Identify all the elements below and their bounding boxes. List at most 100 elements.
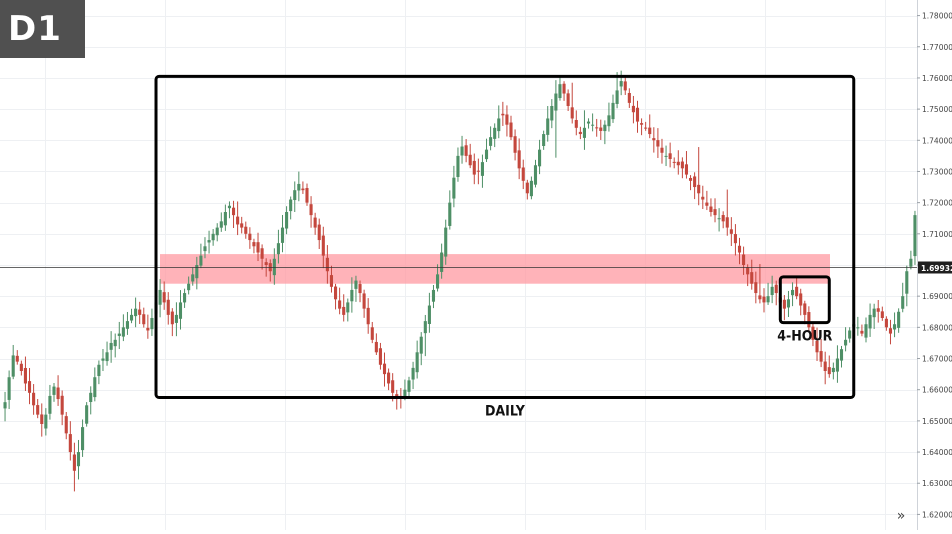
candle-body [721, 215, 725, 222]
candle-body [819, 351, 823, 362]
candle-body [521, 167, 525, 181]
candle-body [240, 223, 244, 228]
candle-body [289, 199, 293, 212]
candle-body [236, 216, 240, 225]
price-tick-label: 1.76000 [922, 74, 952, 83]
candle-body [101, 358, 105, 361]
candle-body [513, 136, 517, 153]
candle-body [709, 206, 713, 212]
candle-body [652, 138, 656, 141]
candle-body [297, 183, 301, 191]
candle-body [183, 293, 187, 303]
candle-body [542, 134, 546, 146]
candle-body [329, 275, 334, 287]
candle-body [342, 306, 346, 315]
candle-body [562, 83, 566, 94]
candle-body [456, 155, 460, 177]
candle-body [305, 188, 309, 203]
candle-body [272, 258, 276, 276]
candle-body [203, 246, 207, 252]
candle-body [697, 184, 701, 194]
candle-body [533, 165, 538, 185]
price-tick-label: 1.63000 [922, 479, 952, 488]
candle-body [795, 286, 799, 297]
candle-body [835, 358, 839, 372]
candle-body [546, 118, 550, 135]
candle-body [758, 295, 762, 300]
candle-body [187, 283, 191, 291]
candle-body [648, 127, 652, 135]
candle-body [468, 154, 472, 166]
candle-body [387, 372, 391, 384]
candle-body [815, 340, 819, 353]
candle-body [436, 274, 440, 289]
candle-body [505, 114, 509, 125]
candle-body [260, 248, 264, 259]
candle-body [44, 414, 48, 429]
candle-body [191, 274, 195, 282]
candle-body [489, 137, 493, 146]
daily-range-box [154, 74, 856, 399]
candle-body [509, 122, 513, 138]
candle-body [750, 272, 754, 284]
candle-body [770, 286, 774, 296]
candle-body [786, 299, 791, 308]
candle-body [207, 240, 211, 243]
candle-body [40, 414, 44, 424]
candle-body [868, 314, 872, 329]
candle-body [366, 307, 370, 325]
price-tick-label: 1.64000 [922, 448, 952, 457]
candle-body [680, 161, 684, 169]
candle-body [893, 324, 897, 330]
candle-body [440, 252, 444, 272]
candle-body [264, 262, 268, 265]
candle-body [460, 146, 464, 156]
candle-body [321, 235, 325, 256]
candle-body [223, 212, 227, 226]
candle-body [737, 245, 742, 253]
candle-body [174, 314, 178, 323]
candle-body [774, 284, 778, 294]
candle-body [729, 229, 733, 234]
candle-body [56, 387, 60, 400]
candle-body [354, 280, 358, 289]
candle-body [517, 150, 521, 169]
candle-body [150, 318, 154, 330]
candle-body [370, 327, 374, 340]
candle-body [109, 342, 113, 350]
candle-body [60, 395, 64, 415]
candle-body [211, 233, 215, 241]
candle-body [660, 147, 664, 153]
candle-body [754, 282, 758, 294]
timeframe-badge: D1 [0, 0, 85, 58]
candle-body [803, 303, 807, 315]
price-tick-label: 1.62000 [922, 510, 952, 519]
price-tick-label: 1.71000 [922, 230, 952, 239]
candle-body [672, 161, 676, 163]
candle-body [595, 127, 599, 129]
candle-body [362, 293, 366, 309]
four-hour-label: 4-HOUR [777, 329, 832, 345]
candle-body [358, 284, 362, 294]
scroll-to-realtime-button[interactable]: » [896, 508, 906, 524]
candle-body [256, 242, 260, 253]
candle-body [578, 131, 582, 135]
candle-body [582, 127, 587, 138]
candle-body [619, 81, 623, 87]
candle-body [32, 392, 36, 406]
candle-body [7, 377, 11, 400]
price-tick-label: 1.74000 [922, 136, 952, 145]
candle-body [684, 164, 689, 175]
candle-body [611, 102, 615, 120]
candle-body [909, 258, 913, 267]
candle-body [215, 227, 219, 236]
candle-body [566, 93, 570, 106]
candle-body [85, 405, 89, 424]
candle-body [713, 209, 717, 216]
candle-body [64, 416, 68, 434]
candle-body [162, 292, 166, 303]
candle-body [138, 309, 142, 315]
candle-body [333, 286, 338, 300]
